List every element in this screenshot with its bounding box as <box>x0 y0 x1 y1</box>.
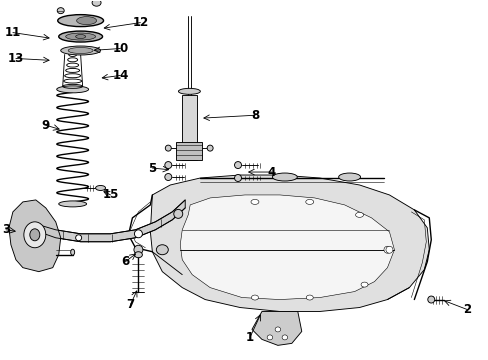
Ellipse shape <box>282 335 287 340</box>
Polygon shape <box>39 200 185 242</box>
Ellipse shape <box>234 162 241 168</box>
Ellipse shape <box>355 212 363 217</box>
Ellipse shape <box>92 0 101 6</box>
Ellipse shape <box>427 296 434 303</box>
Ellipse shape <box>272 173 297 181</box>
Ellipse shape <box>338 173 360 181</box>
Ellipse shape <box>385 246 392 253</box>
Ellipse shape <box>305 295 313 300</box>
Ellipse shape <box>57 86 88 93</box>
Text: 8: 8 <box>250 109 259 122</box>
Text: 1: 1 <box>245 331 254 344</box>
Ellipse shape <box>65 33 95 40</box>
Ellipse shape <box>275 327 280 332</box>
Text: 7: 7 <box>126 298 134 311</box>
Ellipse shape <box>57 8 64 14</box>
Text: 13: 13 <box>8 52 24 65</box>
Ellipse shape <box>58 15 103 27</box>
Ellipse shape <box>95 185 105 190</box>
Polygon shape <box>251 311 301 345</box>
Ellipse shape <box>178 88 200 94</box>
Polygon shape <box>176 142 202 160</box>
Ellipse shape <box>76 235 81 241</box>
Text: 11: 11 <box>5 26 21 39</box>
Polygon shape <box>150 175 428 311</box>
Polygon shape <box>180 195 394 300</box>
Text: 6: 6 <box>121 255 129 268</box>
Ellipse shape <box>24 222 46 248</box>
Text: 14: 14 <box>112 69 128 82</box>
Ellipse shape <box>134 230 142 238</box>
Ellipse shape <box>383 246 390 253</box>
Ellipse shape <box>59 201 86 207</box>
Text: 2: 2 <box>462 303 470 316</box>
Ellipse shape <box>251 295 258 300</box>
Ellipse shape <box>30 229 40 241</box>
Ellipse shape <box>164 174 171 180</box>
Ellipse shape <box>207 145 213 151</box>
Ellipse shape <box>266 335 272 340</box>
Ellipse shape <box>250 199 259 204</box>
Ellipse shape <box>156 245 168 255</box>
Polygon shape <box>9 200 61 272</box>
Ellipse shape <box>234 175 241 181</box>
Ellipse shape <box>61 46 101 55</box>
Ellipse shape <box>134 252 142 258</box>
Ellipse shape <box>360 282 367 287</box>
Polygon shape <box>182 95 197 160</box>
Text: 5: 5 <box>148 162 156 175</box>
Ellipse shape <box>173 210 183 219</box>
Ellipse shape <box>71 249 75 255</box>
Text: 3: 3 <box>2 223 10 236</box>
Text: 10: 10 <box>112 42 128 55</box>
Ellipse shape <box>94 0 99 1</box>
Ellipse shape <box>68 48 93 54</box>
Ellipse shape <box>59 31 102 42</box>
Ellipse shape <box>134 245 142 254</box>
Ellipse shape <box>305 199 313 204</box>
Ellipse shape <box>76 35 85 39</box>
Text: 4: 4 <box>267 166 275 179</box>
Ellipse shape <box>164 162 171 168</box>
Text: 9: 9 <box>41 119 50 132</box>
Ellipse shape <box>77 17 96 24</box>
Ellipse shape <box>165 145 171 151</box>
Text: 15: 15 <box>102 188 119 202</box>
Text: 12: 12 <box>132 16 148 29</box>
